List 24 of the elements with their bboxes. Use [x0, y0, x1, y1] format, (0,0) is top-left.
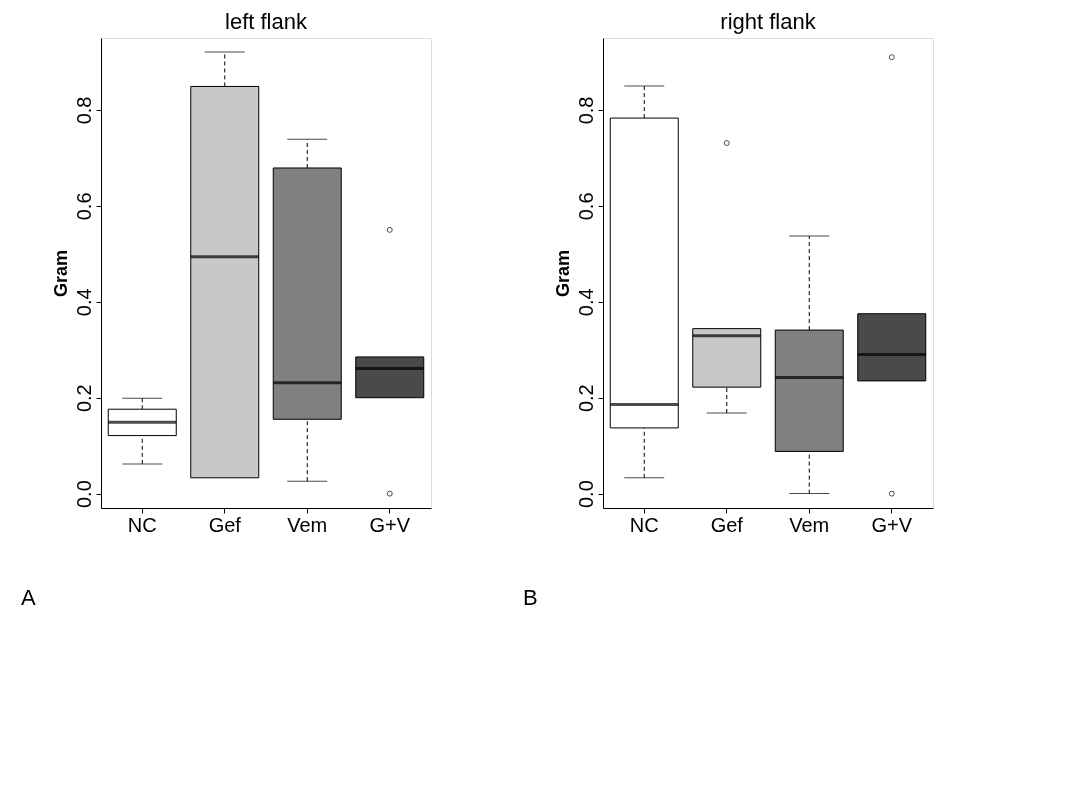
- x-tick-label: Vem: [287, 513, 328, 536]
- y-tick-label: 0.2: [574, 384, 597, 413]
- y-tick-label: 0.4: [72, 288, 95, 317]
- y-axis-title: Gram: [552, 249, 573, 298]
- y-tick-label: 0.2: [72, 384, 95, 413]
- x-tick-label: Vem: [789, 513, 830, 536]
- y-axis-title: Gram: [50, 249, 71, 298]
- x-tick-label: NC: [127, 513, 157, 536]
- x-tick-label: Gef: [208, 513, 242, 536]
- chart-title: left flank: [225, 9, 308, 34]
- y-tick-label: 0.8: [72, 96, 95, 125]
- x-tick-label: G+V: [369, 513, 411, 536]
- x-tick-label: G+V: [871, 513, 913, 536]
- y-tick-label: 0.4: [574, 288, 597, 317]
- text: A: [21, 585, 36, 610]
- y-tick-label: 0.6: [574, 192, 597, 221]
- y-tick-label: 0.0: [574, 480, 597, 509]
- text: B: [523, 585, 538, 610]
- y-tick-label: 0.6: [72, 192, 95, 221]
- chart-title: right flank: [720, 9, 817, 34]
- y-tick-label: 0.0: [72, 480, 95, 509]
- x-tick-label: NC: [629, 513, 659, 536]
- x-tick-label: Gef: [710, 513, 744, 536]
- y-tick-label: 0.8: [574, 96, 597, 125]
